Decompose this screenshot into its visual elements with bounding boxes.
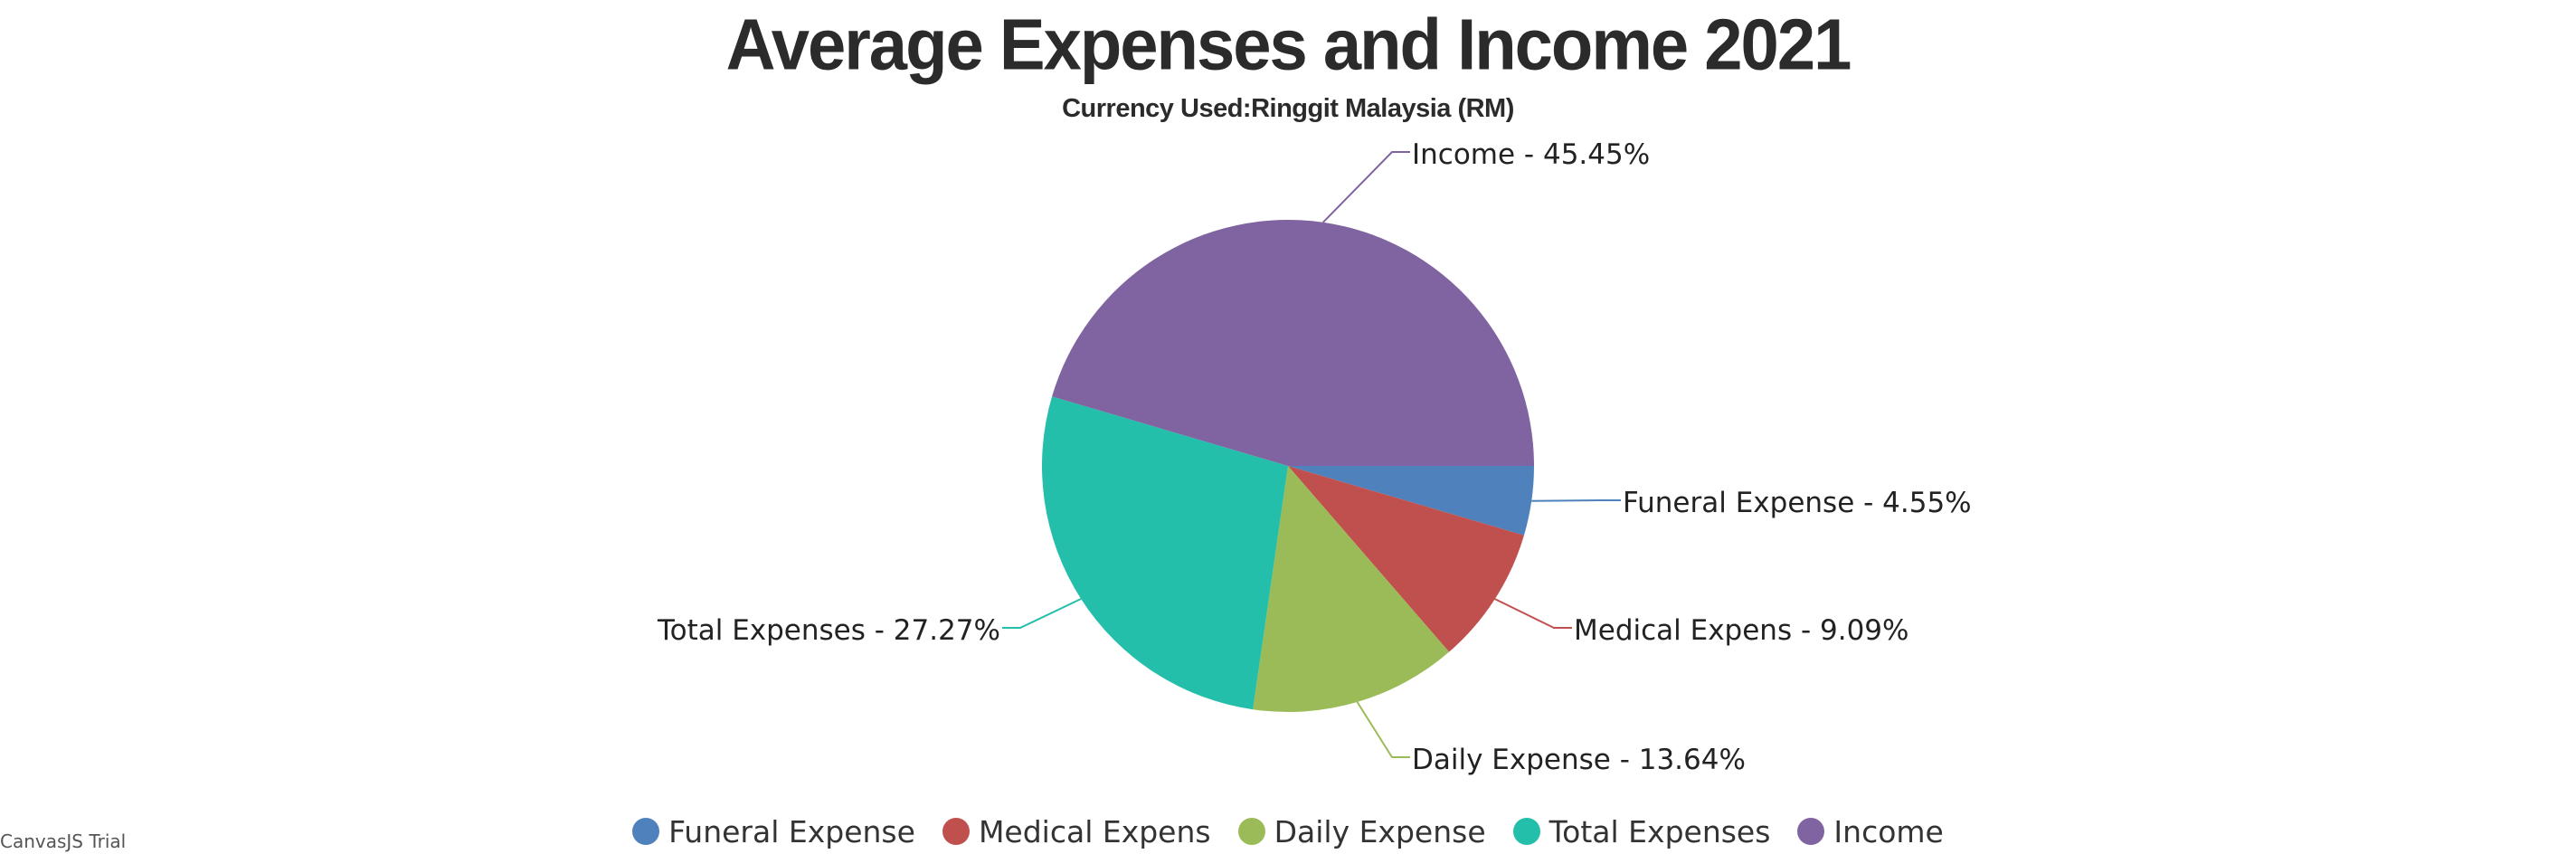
slice-label: Funeral Expense - 4.55% [1623,487,1972,519]
pie-slice-medical-expens[interactable] [1288,466,1524,652]
legend-label: Total Expenses [1548,813,1771,849]
pie-slice-income[interactable] [1052,219,1534,466]
legend-swatch [1512,818,1540,845]
legend-swatch [632,818,660,845]
watermark: CanvasJS Trial [0,830,127,852]
legend-swatch [942,818,970,845]
legend-item[interactable]: Daily Expense [1237,813,1486,849]
legend-label: Funeral Expense [668,813,915,849]
pie-slice-funeral-expense[interactable] [1288,466,1534,536]
legend-item[interactable]: Medical Expens [942,814,1211,849]
slice-label: Total Expenses - 27.27% [657,614,1000,647]
legend: Funeral Expense Medical Expens Daily Expen… [0,809,2576,854]
slice-label: Medical Expens - 9.09% [1574,614,1908,647]
chart-title: Average Expenses and Income 2021 [725,4,1852,86]
legend-label: Medical Expens [978,813,1211,849]
legend-label: Daily Expense [1274,813,1486,849]
leader-line [1356,701,1410,758]
legend-swatch [1237,818,1265,845]
pie-slice-total-expenses[interactable] [1041,396,1288,710]
slice-label: Income - 45.45% [1412,138,1650,171]
chart-subtitle: Currency Used:Ringgit Malaysia (RM) [1062,94,1514,123]
legend-swatch [1797,818,1825,845]
leader-line [1494,598,1572,629]
leader-line [1002,598,1082,629]
legend-label: Income [1833,813,1944,849]
legend-item[interactable]: Income [1797,813,1944,849]
pie-slice-daily-expense[interactable] [1253,466,1450,712]
legend-item[interactable]: Total Expenses [1512,813,1771,849]
slice-label: Daily Expense - 13.64% [1412,744,1746,776]
leader-line [1531,499,1621,502]
leader-line [1322,151,1410,223]
legend-item[interactable]: Funeral Expense [632,814,915,849]
